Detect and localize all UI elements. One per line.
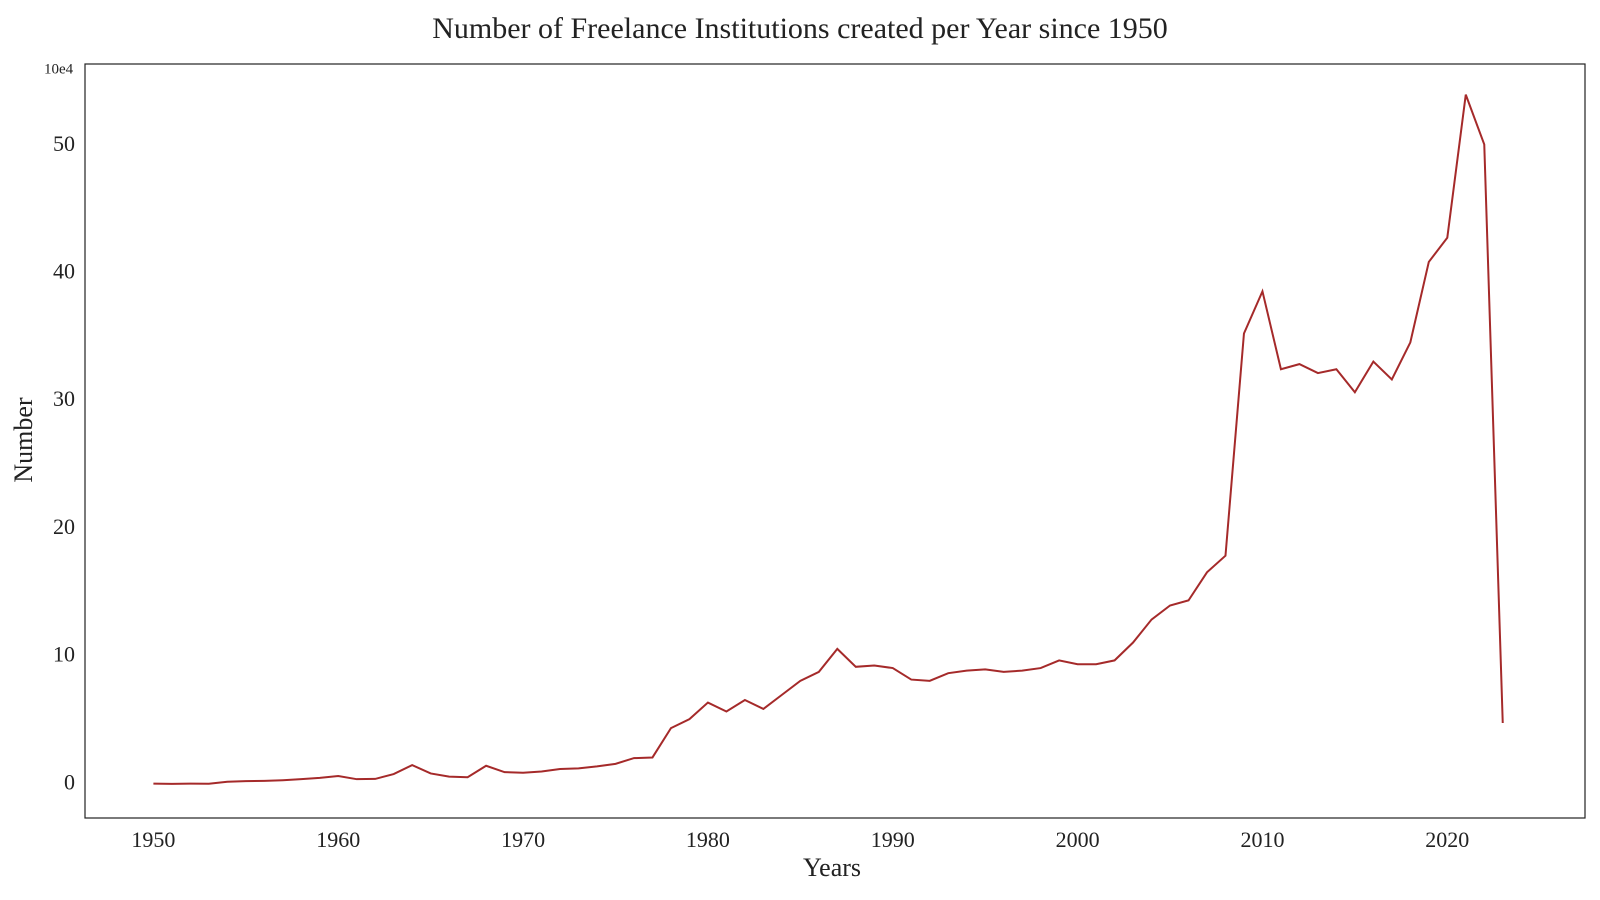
y-tick-label: 20	[53, 514, 75, 539]
x-tick-label: 2000	[1056, 827, 1100, 852]
x-tick-label: 2010	[1240, 827, 1284, 852]
y-axis-label: Number	[9, 397, 38, 483]
x-tick-label: 1990	[871, 827, 915, 852]
x-axis-label: Years	[803, 853, 861, 882]
y-tick-label: 30	[53, 386, 75, 411]
data-line	[153, 94, 1504, 785]
x-tick-label: 1950	[131, 827, 175, 852]
plot-frame	[84, 63, 1586, 819]
x-tick-label: 1960	[316, 827, 360, 852]
x-tick-label: 1980	[686, 827, 730, 852]
y-tick-label: 40	[53, 258, 75, 283]
x-tick-label: 2020	[1425, 827, 1469, 852]
x-tick-label: 1970	[501, 827, 545, 852]
y-tick-label: 0	[64, 769, 75, 794]
y-tick-label: 10	[53, 642, 75, 667]
chart-title: Number of Freelance Institutions created…	[432, 12, 1168, 45]
y-tick-label: 50	[53, 131, 75, 156]
y-offset-label: 10e4	[44, 61, 74, 77]
